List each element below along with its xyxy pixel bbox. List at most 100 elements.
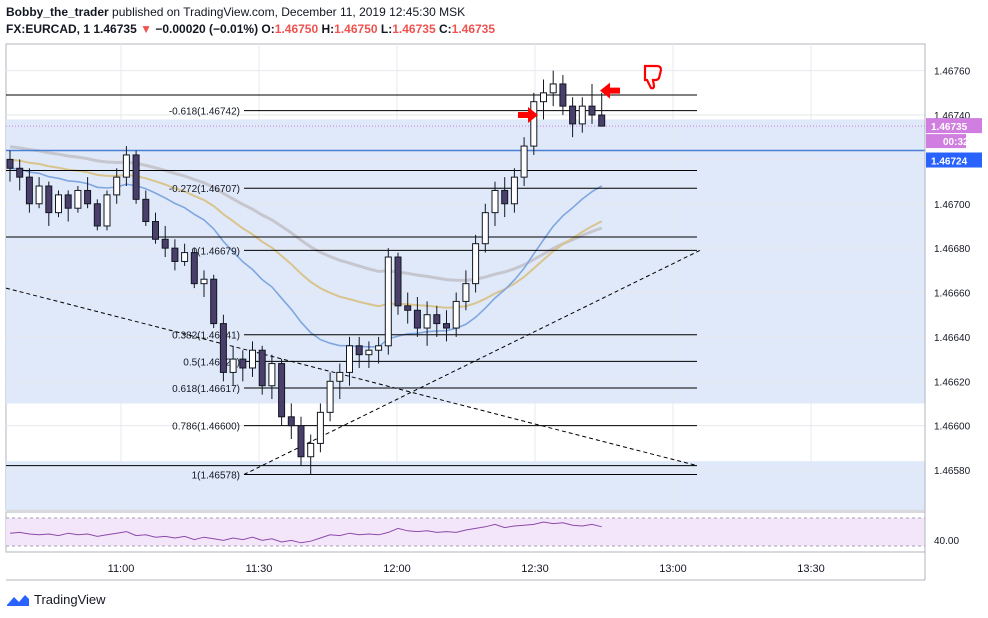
candle-body bbox=[35, 185, 43, 205]
chart-header: Bobby_the_trader published on TradingVie… bbox=[6, 4, 495, 38]
fib-label: -0.272(1.46707) bbox=[169, 184, 240, 195]
low-label: L: bbox=[380, 22, 393, 36]
candle-body bbox=[472, 243, 480, 285]
red-arrow-right-icon bbox=[518, 107, 538, 124]
candle-body bbox=[443, 323, 450, 329]
candle-body bbox=[142, 198, 150, 223]
candle-body bbox=[132, 154, 140, 200]
level-price-tag bbox=[926, 152, 982, 168]
ema-fast-line bbox=[9, 167, 603, 348]
footer: TradingView bbox=[6, 592, 106, 607]
candle-body bbox=[152, 221, 159, 240]
candle-body bbox=[346, 345, 353, 373]
level-price-tag-label: 1.46724 bbox=[931, 157, 968, 168]
candle-body bbox=[161, 238, 169, 249]
candle-body bbox=[404, 305, 412, 311]
y-tick-label: 1.46740 bbox=[934, 111, 971, 122]
x-tick-label: 11:30 bbox=[246, 563, 273, 575]
candle-body bbox=[326, 380, 334, 413]
candle-body bbox=[239, 358, 247, 369]
open-label: O: bbox=[261, 22, 275, 36]
candle-body bbox=[287, 416, 295, 427]
candle-body bbox=[258, 349, 266, 387]
symbol-label: FX:EURCAD, 1 bbox=[6, 22, 91, 36]
candle-body bbox=[64, 194, 72, 209]
rsi-line bbox=[9, 521, 602, 544]
candle-body bbox=[549, 83, 557, 94]
candle-body bbox=[588, 105, 596, 116]
candle-body bbox=[501, 189, 509, 205]
lower-zone bbox=[6, 461, 925, 510]
countdown-tag-label: 00:32 bbox=[943, 137, 969, 148]
y-tick-label: 1.46640 bbox=[934, 333, 971, 344]
candle-body bbox=[540, 92, 547, 103]
thumbs-down-shape bbox=[643, 64, 663, 90]
fib-label: 0(1.46679) bbox=[192, 246, 240, 257]
support-zone bbox=[6, 119, 925, 404]
tradingview-logo-icon[interactable] bbox=[6, 593, 30, 607]
author-name[interactable]: Bobby_the_trader bbox=[6, 5, 109, 19]
candle-body bbox=[578, 105, 586, 125]
high-label: H: bbox=[321, 22, 335, 36]
fib-label: 0.786(1.46600) bbox=[172, 422, 240, 433]
candle-body bbox=[113, 176, 121, 196]
candle-body bbox=[6, 158, 14, 169]
candle-body bbox=[181, 252, 189, 262]
last-price-tag-label: 1.46735 bbox=[931, 122, 968, 133]
candle-body bbox=[249, 349, 256, 369]
open-value: 1.46750 bbox=[274, 22, 319, 36]
red-arrow-left-icon bbox=[600, 82, 620, 99]
close-label: C: bbox=[438, 22, 452, 36]
last-price: 1.46735 bbox=[93, 22, 137, 36]
ema-mid-line bbox=[9, 158, 603, 309]
x-tick-label: 12:00 bbox=[383, 563, 411, 575]
candle-body bbox=[452, 300, 460, 329]
candle-body bbox=[510, 176, 518, 205]
candle-body bbox=[481, 212, 489, 245]
fib-label: -0.618(1.46742) bbox=[169, 107, 240, 118]
candle-body bbox=[316, 411, 324, 444]
change-value: −0.00020 (−0.01%) bbox=[155, 22, 259, 36]
candle-body bbox=[297, 425, 305, 458]
candle-body bbox=[530, 101, 538, 147]
y-tick-label: 1.46580 bbox=[934, 466, 971, 477]
fib-label: 0.5(1.46629) bbox=[183, 357, 240, 368]
y-tick-label: 1.46760 bbox=[934, 67, 971, 78]
y-tick-label: 1.46680 bbox=[934, 244, 971, 255]
candle-body bbox=[598, 114, 606, 127]
y-tick-label: 1.46700 bbox=[934, 200, 971, 211]
candle-body bbox=[210, 278, 218, 325]
candle-body bbox=[74, 189, 82, 209]
candle-body bbox=[559, 83, 567, 107]
publish-line: Bobby_the_trader published on TradingVie… bbox=[6, 4, 495, 21]
countdown-tag bbox=[926, 134, 966, 149]
candle-body bbox=[45, 185, 53, 214]
x-tick-label: 13:30 bbox=[797, 563, 825, 575]
candle-body bbox=[278, 363, 286, 418]
close-value: 1.46735 bbox=[451, 22, 496, 36]
candle-body bbox=[93, 203, 101, 227]
candle-body bbox=[200, 278, 208, 285]
candle-body bbox=[355, 345, 363, 356]
x-tick-label: 11:00 bbox=[108, 563, 135, 575]
candle-body bbox=[365, 349, 373, 356]
published-text: published on TradingView.com, December 1… bbox=[112, 5, 466, 19]
candle-body bbox=[25, 176, 33, 205]
candle-body bbox=[229, 358, 237, 373]
ema-slow-line bbox=[9, 145, 603, 282]
candle-body bbox=[423, 314, 431, 329]
candle-body bbox=[84, 189, 92, 205]
fib-label: 0.618(1.46617) bbox=[172, 384, 240, 395]
candle-body bbox=[375, 345, 383, 351]
candle-body bbox=[268, 363, 276, 387]
candle-body bbox=[190, 252, 198, 285]
candle-body bbox=[122, 154, 130, 178]
last-price-tag bbox=[926, 118, 982, 134]
y-tick-label: 1.46620 bbox=[934, 377, 971, 388]
tradingview-brand[interactable]: TradingView bbox=[34, 592, 106, 607]
high-value: 1.46750 bbox=[334, 22, 378, 36]
candle-body bbox=[520, 145, 528, 178]
low-value: 1.46735 bbox=[392, 22, 436, 36]
candle-body bbox=[413, 309, 421, 329]
